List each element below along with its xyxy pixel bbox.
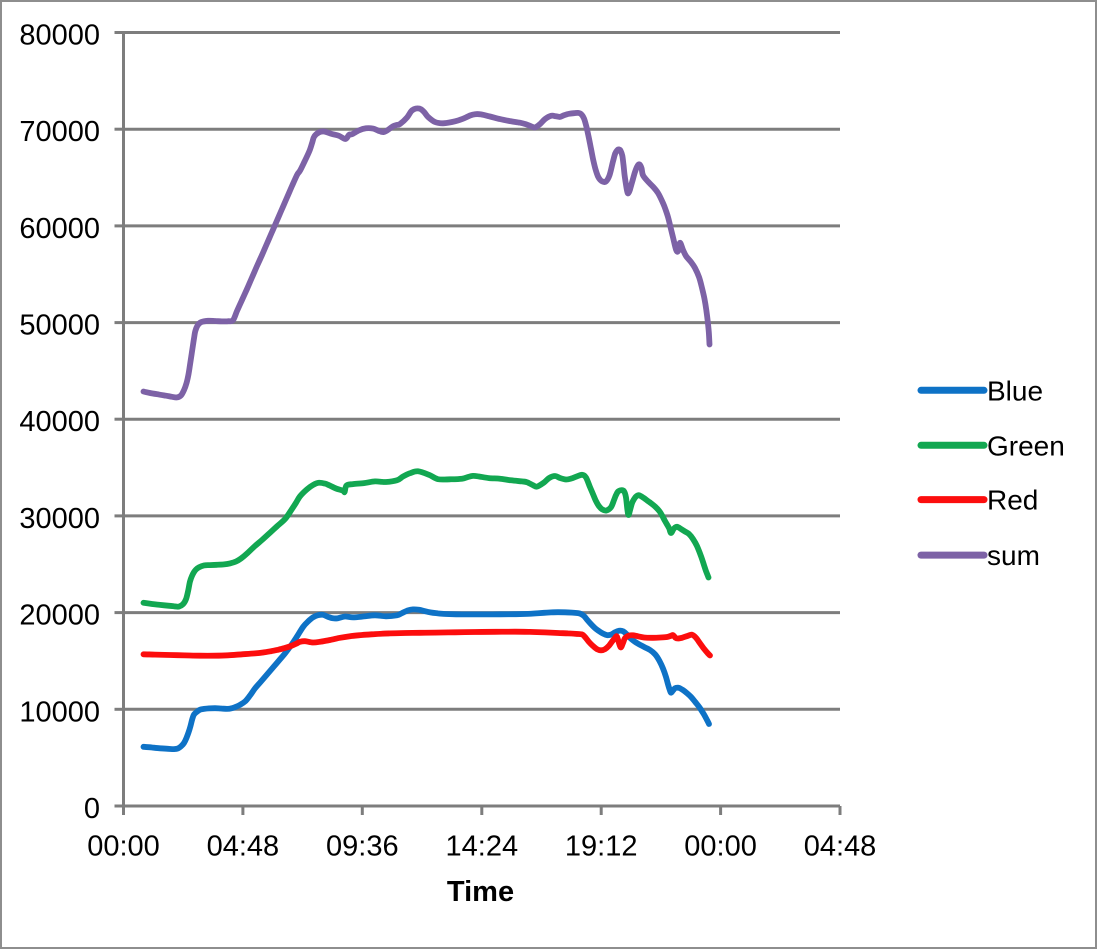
svg-text:19:12: 19:12 bbox=[565, 831, 638, 863]
svg-text:Blue: Blue bbox=[987, 375, 1043, 406]
svg-text:30000: 30000 bbox=[19, 503, 100, 535]
svg-text:70000: 70000 bbox=[19, 116, 100, 148]
svg-text:09:36: 09:36 bbox=[326, 831, 399, 863]
svg-text:0: 0 bbox=[84, 793, 100, 825]
svg-text:50000: 50000 bbox=[19, 310, 100, 342]
svg-text:Green: Green bbox=[987, 430, 1065, 461]
svg-text:Time: Time bbox=[447, 876, 514, 908]
svg-text:00:00: 00:00 bbox=[87, 831, 160, 863]
svg-text:60000: 60000 bbox=[19, 213, 100, 245]
svg-text:04:48: 04:48 bbox=[207, 831, 280, 863]
svg-text:Red: Red bbox=[987, 485, 1038, 516]
svg-text:14:24: 14:24 bbox=[446, 831, 519, 863]
svg-text:80000: 80000 bbox=[19, 20, 100, 52]
svg-text:00:00: 00:00 bbox=[684, 831, 757, 863]
svg-text:04:48: 04:48 bbox=[804, 831, 877, 863]
svg-text:10000: 10000 bbox=[19, 696, 100, 728]
svg-text:40000: 40000 bbox=[19, 406, 100, 438]
svg-text:20000: 20000 bbox=[19, 600, 100, 632]
svg-text:sum: sum bbox=[987, 540, 1040, 571]
